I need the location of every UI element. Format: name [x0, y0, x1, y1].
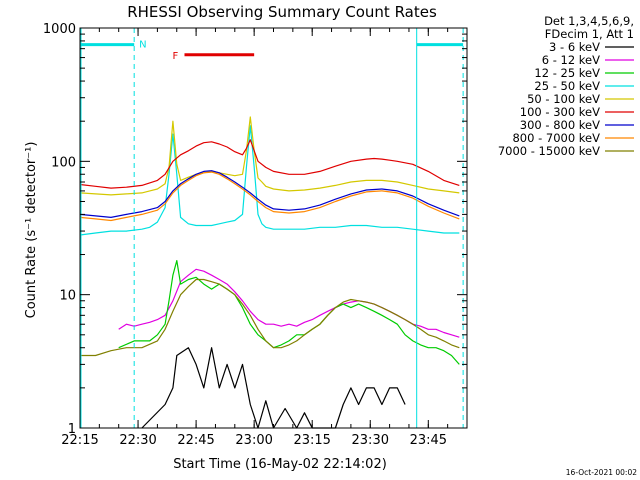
legend-entry-label: 6 - 12 keV: [542, 53, 600, 67]
legend-entry-label: 7000 - 15000 keV: [498, 144, 600, 158]
legend-entry-label: 100 - 300 keV: [520, 105, 600, 119]
series-line: [118, 260, 460, 365]
series-line: [80, 278, 460, 357]
legend-entry-label: 50 - 100 keV: [527, 92, 600, 106]
legend-entry-label: 800 - 7000 keV: [512, 131, 600, 145]
series-line: [79, 170, 460, 218]
y-tick-label: 1: [68, 422, 76, 437]
x-tick-label: 23:00: [235, 433, 272, 448]
legend-entry-label: 25 - 50 keV: [534, 79, 600, 93]
x-tick-label: 22:30: [119, 433, 156, 448]
series-line: [79, 125, 460, 236]
series-line: [79, 171, 460, 222]
axes-layer: 22:15 22:30 22:45 23:00 23:15 23:30 23:45 1 10 10…: [43, 22, 468, 448]
plot-frame: [79, 27, 468, 429]
chart-title: RHESSI Observing Summary Count Rates: [127, 3, 437, 21]
legend-entry-label: 3 - 6 keV: [549, 40, 600, 54]
legend: Det 1,3,4,5,6,9, FDecim 1, Att 1 3 - 6 k…: [498, 14, 634, 158]
series-line: [141, 347, 406, 429]
x-tick-label: 23:45: [410, 433, 447, 448]
x-tick-label: 22:15: [61, 433, 98, 448]
series-line: [79, 116, 460, 196]
series-line: [118, 268, 460, 338]
series-line: [79, 139, 460, 189]
x-tick-label: 23:30: [352, 433, 389, 448]
night-marker-label: N: [139, 40, 146, 51]
footer-timestamp: 16-Oct-2021 00:02: [566, 468, 637, 477]
marker-layer: NF: [80, 28, 464, 428]
series-layer: [79, 116, 460, 429]
x-tick-label: 22:45: [177, 433, 214, 448]
legend-header-line: Det 1,3,4,5,6,9,: [544, 14, 634, 28]
y-tick-label: 1000: [43, 22, 76, 37]
x-axis-label: Start Time (16-May-02 22:14:02): [173, 457, 387, 472]
x-tick-label: 23:15: [293, 433, 330, 448]
flare-marker-label: F: [172, 51, 178, 62]
y-axis-label: Count Rate (s⁻¹ detector⁻¹): [24, 142, 39, 319]
legend-header-line: FDecim 1, Att 1: [545, 27, 634, 41]
legend-entry-label: 300 - 800 keV: [520, 118, 600, 132]
y-tick-label: 10: [59, 289, 76, 304]
legend-entry-label: 12 - 25 keV: [534, 66, 600, 80]
y-tick-label: 100: [51, 155, 76, 170]
